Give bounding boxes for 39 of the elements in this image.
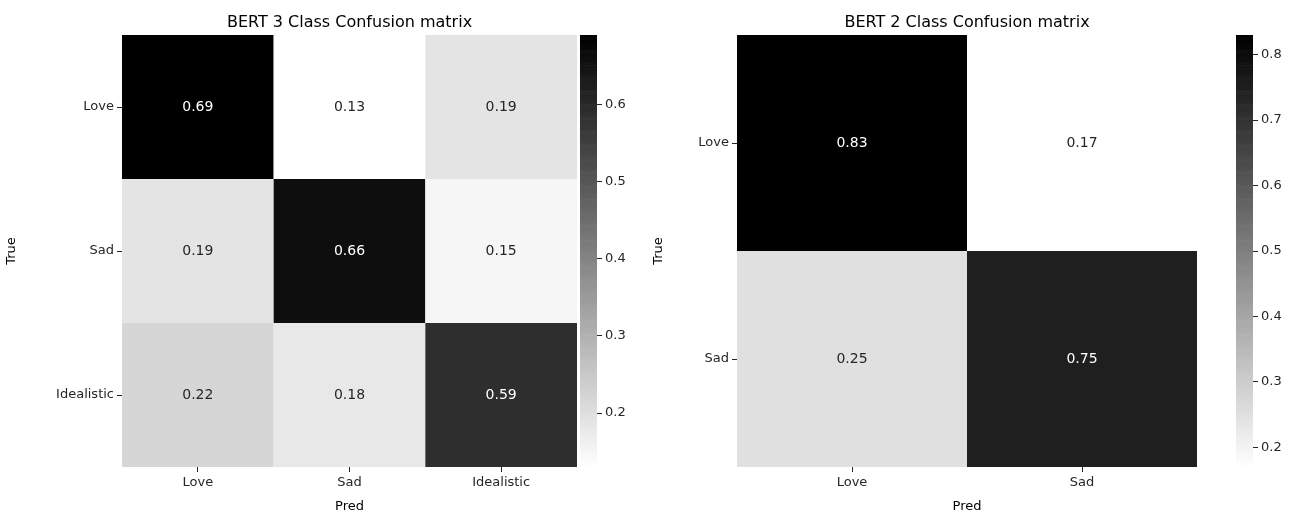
color-bar-label: 0.2: [1261, 438, 1282, 454]
color-bar-label: 0.3: [1261, 373, 1282, 389]
x-tick-label: Sad: [337, 474, 362, 490]
data-label: 0.59: [485, 385, 517, 402]
data-label: 0.19: [182, 241, 214, 258]
color-bar-label: 0.5: [605, 172, 626, 188]
y-axis-title: True: [650, 237, 666, 266]
chart-title: BERT 3 Class Confusion matrix: [226, 12, 473, 31]
y-tick-label: Love: [83, 98, 114, 114]
data-label: 0.17: [1066, 133, 1098, 150]
data-label: 0.15: [485, 241, 517, 258]
data-label: 0.83: [836, 133, 868, 150]
x-tick-label: Sad: [1069, 474, 1095, 490]
color-bar-label: 0.8: [1261, 46, 1282, 62]
x-tick-label: Love: [182, 474, 214, 490]
y-tick-label: Idealistic: [56, 386, 114, 402]
data-label: 0.69: [182, 97, 214, 114]
x-tick-label: Love: [836, 474, 868, 490]
x-axis-title: Pred: [335, 497, 364, 513]
data-label: 0.13: [333, 97, 366, 114]
y-axis-title: True: [3, 237, 19, 266]
data-label: 0.22: [182, 385, 214, 402]
data-label: 0.25: [836, 349, 868, 366]
color-bar-label: 0.7: [1261, 111, 1282, 127]
x-tick-label: Idealistic: [472, 474, 531, 490]
y-tick-label: Sad: [89, 242, 114, 258]
data-label: 0.18: [333, 385, 366, 402]
data-label: 0.66: [333, 241, 366, 258]
color-bar-label: 0.3: [605, 327, 626, 343]
color-bar-label: 0.4: [605, 250, 626, 266]
data-label: 0.19: [485, 97, 517, 114]
x-axis-title: Pred: [952, 497, 982, 513]
chart-title: BERT 2 Class Confusion matrix: [844, 12, 1090, 31]
color-bar-label: 0.6: [605, 95, 626, 111]
color-bar-label: 0.5: [1261, 242, 1282, 258]
color-bar-label: 0.6: [1261, 176, 1282, 192]
color-bar-label: 0.4: [1261, 307, 1282, 323]
color-bar-label: 0.2: [605, 404, 626, 420]
data-label: 0.75: [1066, 349, 1098, 366]
